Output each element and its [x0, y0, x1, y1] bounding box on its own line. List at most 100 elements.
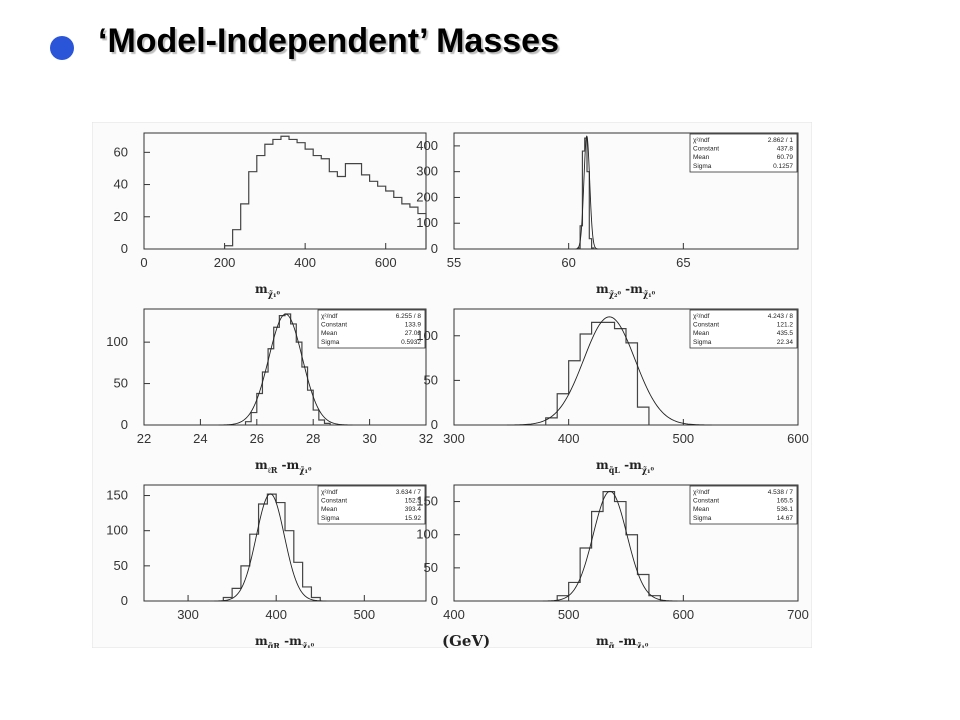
fit-stats-box: χ²/ndf 4.243 / 8 Constant 121.2 Mean 435.5 Sig…: [689, 309, 798, 349]
stat-mean-value: 27.02: [405, 330, 422, 337]
stat-mean-label: Mean: [693, 154, 710, 161]
stat-mean-label: Mean: [321, 506, 338, 513]
y-tick-label: 50: [114, 376, 128, 391]
y-tick-label: 20: [114, 209, 128, 224]
plot-frame: [143, 484, 427, 602]
x-tick-label: 400: [558, 431, 580, 446]
stat-constant-label: Constant: [321, 498, 347, 505]
stat-sigma-label: Sigma: [321, 339, 340, 346]
x-tick-label: 55: [447, 255, 461, 270]
stats-box-frame: [689, 309, 798, 349]
stat-chi2-value: 3.634 / 7: [396, 489, 422, 496]
histogram-panel-5: 0 50 100 150 300 400 500 χ²/ndf 3.634 / 7 Constan…: [106, 484, 427, 648]
fit-stats-box: χ²/ndf 6.255 / 8 Constant 133.9 Mean 27.02 Sig…: [317, 309, 426, 349]
y-tick-label: 0: [431, 417, 438, 432]
x-axis-label: mq̃R -mχ̃₁⁰: [255, 634, 315, 648]
unit-label: (GeV): [442, 632, 490, 648]
stat-sigma-label: Sigma: [693, 163, 712, 170]
y-tick-label: 100: [416, 328, 438, 343]
x-tick-label: 28: [306, 431, 320, 446]
stat-sigma-label: Sigma: [693, 515, 712, 522]
stat-mean-value: 435.5: [777, 330, 794, 337]
x-tick-label: 400: [265, 607, 287, 622]
stat-chi2-label: χ²/ndf: [693, 137, 710, 144]
stat-chi2-label: χ²/ndf: [693, 489, 710, 496]
histogram-figure: (GeV) 0 20 40 60 0 200 400 600 mχ̃₁⁰ 0 100 200 300 40…: [92, 122, 812, 648]
x-tick-label: 400: [294, 255, 316, 270]
x-tick-label: 32: [419, 431, 433, 446]
x-tick-label: 600: [787, 431, 809, 446]
stat-mean-label: Mean: [693, 506, 710, 513]
x-tick-label: 300: [443, 431, 465, 446]
stat-constant-label: Constant: [693, 322, 719, 329]
gaussian-fit-line: [575, 135, 599, 250]
x-axis-label: mℓR -mχ̃₁⁰: [255, 458, 312, 475]
stat-chi2-value: 2.862 / 1: [768, 137, 794, 144]
stats-box-frame: [317, 309, 426, 349]
plot-frame: [453, 484, 799, 602]
stat-chi2-label: χ²/ndf: [693, 313, 710, 320]
y-tick-label: 100: [106, 334, 128, 349]
y-tick-label: 0: [121, 241, 128, 256]
y-tick-label: 50: [424, 560, 438, 575]
x-axis-label: mq̃L -mχ̃₁⁰: [596, 458, 655, 475]
stat-mean-value: 536.1: [777, 506, 794, 513]
x-tick-label: 600: [672, 607, 694, 622]
stat-chi2-value: 4.538 / 7: [768, 489, 794, 496]
histogram-series: [244, 313, 331, 425]
stats-box-frame: [689, 485, 798, 525]
histogram-panel-4: 0 50 100 300 400 500 600 χ²/ndf 4.243 / 8 Constan…: [416, 308, 809, 475]
plot-frame: [453, 132, 799, 250]
x-tick-label: 26: [250, 431, 264, 446]
slide-title: ‘Model-Independent’ Masses: [98, 22, 559, 60]
y-tick-label: 0: [431, 241, 438, 256]
plot-frame: [143, 308, 427, 426]
y-tick-label: 50: [114, 558, 128, 573]
gaussian-fit-line: [542, 490, 678, 602]
stat-constant-value: 152.5: [405, 498, 422, 505]
stat-constant-value: 165.5: [777, 498, 794, 505]
histogram-series: [545, 321, 650, 425]
x-tick-label: 500: [558, 607, 580, 622]
stats-box-frame: [317, 485, 426, 525]
y-tick-label: 100: [416, 215, 438, 230]
x-tick-label: 700: [787, 607, 809, 622]
histogram-panel-6: 0 50 100 150 400 500 600 700 χ²/ndf 4.538 / 7 Cons…: [416, 484, 809, 648]
stat-mean-value: 60.79: [777, 154, 794, 161]
gaussian-fit-line: [218, 313, 353, 426]
y-tick-label: 0: [121, 417, 128, 432]
x-tick-label: 60: [561, 255, 575, 270]
x-tick-label: 400: [443, 607, 465, 622]
stat-chi2-label: χ²/ndf: [321, 489, 338, 496]
x-axis-label: mg̃ -mχ̃₁⁰: [596, 634, 649, 648]
x-tick-label: 500: [672, 431, 694, 446]
plot-frame: [453, 308, 799, 426]
stat-constant-label: Constant: [693, 498, 719, 505]
fit-stats-box: χ²/ndf 2.862 / 1 Constant 437.8 Mean 60.79 Sig…: [689, 133, 798, 173]
gaussian-fit-line: [214, 493, 327, 602]
histogram-panel-3: 0 50 100 22 24 26 28 30 32 χ²/ndf 6.255 / 8 Constan…: [106, 308, 433, 475]
stat-chi2-value: 6.255 / 8: [396, 313, 422, 320]
y-tick-label: 400: [416, 138, 438, 153]
stat-sigma-value: 22.34: [777, 339, 794, 346]
stat-sigma-label: Sigma: [321, 515, 340, 522]
x-axis-label: mχ̃₂⁰ -mχ̃₁⁰: [596, 282, 656, 299]
y-tick-label: 40: [114, 177, 128, 192]
x-tick-label: 0: [140, 255, 147, 270]
stat-constant-value: 121.2: [777, 322, 794, 329]
stat-chi2-label: χ²/ndf: [321, 313, 338, 320]
stat-sigma-value: 14.67: [777, 515, 794, 522]
stat-mean-label: Mean: [321, 330, 338, 337]
stat-sigma-value: 0.5932: [401, 339, 421, 346]
x-tick-label: 300: [177, 607, 199, 622]
x-tick-label: 200: [214, 255, 236, 270]
x-tick-label: 65: [676, 255, 690, 270]
y-tick-label: 50: [424, 372, 438, 387]
x-tick-label: 22: [137, 431, 151, 446]
y-tick-label: 0: [121, 593, 128, 608]
stats-box-frame: [689, 133, 798, 173]
stat-sigma-label: Sigma: [693, 339, 712, 346]
x-tick-label: 24: [193, 431, 207, 446]
